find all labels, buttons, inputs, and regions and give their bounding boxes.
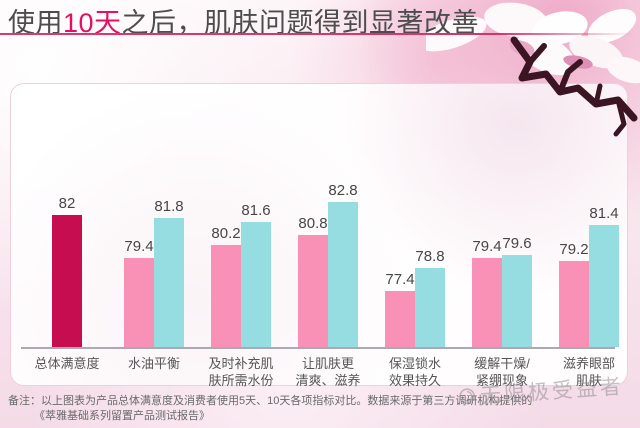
bar-value-label: 79.4 <box>124 238 154 255</box>
bar-wrap: 79.6 <box>502 235 532 347</box>
bar-wrap: 81.8 <box>154 198 184 347</box>
watermark-logo-icon <box>459 388 475 404</box>
bar-group: 79.2 81.4 <box>559 205 619 347</box>
category-label: 让肌肤更 清爽、滋养 <box>295 356 361 388</box>
bar-value-label: 80.2 <box>211 225 241 242</box>
category-label: 水油平衡 <box>127 356 180 371</box>
footer-note-line2: 《萃雅基础系列留置产品测试报告》 <box>34 410 210 423</box>
bar-wrap: 81.6 <box>241 202 271 347</box>
bar-group: 80.2 81.6 <box>211 202 271 347</box>
plot-area: 82 总体满意度 79.4 81.8 水油平衡 80.2 81.6 及时补充肌 肤所需水份 80… <box>11 84 627 388</box>
x-axis-line <box>21 347 615 349</box>
bar-value-label: 81.8 <box>154 198 184 215</box>
bar-value-label: 78.8 <box>415 248 445 265</box>
bar-day5 <box>298 235 328 347</box>
bar-value-label: 79.2 <box>559 241 589 258</box>
bar-value-label: 82 <box>58 195 76 212</box>
bar-value-label: 79.6 <box>502 235 532 252</box>
title-underline <box>0 33 640 35</box>
bar-day5 <box>385 291 415 347</box>
bar-wrap: 80.2 <box>211 225 241 347</box>
category-label: 总体满意度 <box>34 356 100 371</box>
bar-day10 <box>328 202 358 347</box>
category-label: 滋养眼部 肌肤 <box>562 356 615 388</box>
bar-value-label: 79.4 <box>472 238 502 255</box>
bar-value-label: 80.8 <box>298 215 328 232</box>
bar-wrap: 81.4 <box>589 205 619 347</box>
bar-wrap: 77.4 <box>385 271 415 347</box>
bar-group: 82 <box>52 195 82 347</box>
bar-group: 79.4 79.6 <box>472 235 532 347</box>
category-label: 缓解干燥/ 紧绷现象 <box>474 356 530 388</box>
bar-value-label: 77.4 <box>385 271 415 288</box>
bar-value-label: 81.4 <box>589 205 619 222</box>
category-label: 及时补充肌 肤所需水份 <box>208 356 274 388</box>
footer-note: 备注：以上图表为产品总体满意度及消费者使用5天、10天各项指标对比。数据来源于第… <box>8 394 632 425</box>
bar-day10 <box>589 225 619 347</box>
magnolia-flower-icon <box>426 2 640 137</box>
footer-note-line1: 备注：以上图表为产品总体满意度及消费者使用5天、10天各项指标对比。数据来源于第… <box>8 395 533 407</box>
bar-wrap: 82.8 <box>328 182 358 347</box>
watermark: 无限极受益者 <box>457 370 625 412</box>
bar-day5 <box>559 261 589 347</box>
chart-card: 82 总体满意度 79.4 81.8 水油平衡 80.2 81.6 及时补充肌 肤所需水份 80… <box>10 83 628 388</box>
bar-day5 <box>124 258 154 347</box>
bar-group: 79.4 81.8 <box>124 198 184 347</box>
bar-wrap: 79.4 <box>124 238 154 347</box>
bar-day5 <box>472 258 502 347</box>
bar-group: 77.4 78.8 <box>385 248 445 347</box>
bar-value-label: 82.8 <box>328 182 358 199</box>
bar-wrap: 79.4 <box>472 238 502 347</box>
bar-group: 80.8 82.8 <box>298 182 358 347</box>
bar-day10 <box>241 222 271 347</box>
bar-value-label: 81.6 <box>241 202 271 219</box>
bar-wrap: 78.8 <box>415 248 445 347</box>
bar-day10 <box>502 255 532 347</box>
bar-day10 <box>154 218 184 347</box>
bar-day5 <box>211 245 241 347</box>
bar-wrap: 82 <box>52 195 82 347</box>
bar-wrap: 80.8 <box>298 215 328 347</box>
bar-day10 <box>415 268 445 347</box>
bar-total <box>52 215 82 347</box>
bar-wrap: 79.2 <box>559 241 589 347</box>
category-label: 保湿锁水 效果持久 <box>388 356 441 388</box>
